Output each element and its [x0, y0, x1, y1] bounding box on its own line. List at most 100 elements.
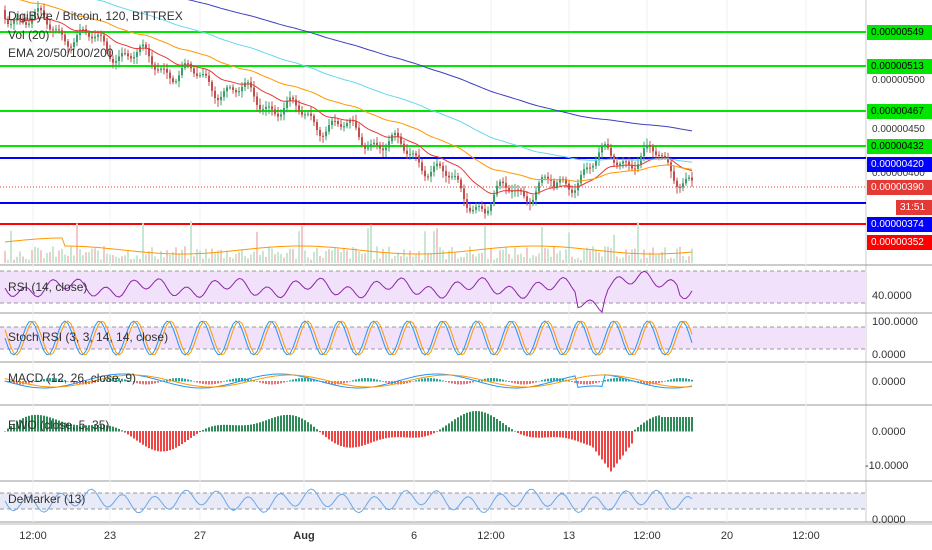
ewo-label[interactable]: EWO (close, 5, 35) [8, 418, 110, 432]
volume-bar [532, 255, 534, 263]
candle-body [337, 121, 339, 125]
rsi-line [4, 270, 693, 314]
candle-body [211, 81, 213, 91]
candle-body [334, 120, 336, 122]
macd-histogram-bar [469, 381, 471, 384]
volume-bar [244, 255, 246, 263]
ewo-bar [61, 421, 63, 432]
macd-histogram-bar [226, 380, 228, 382]
volume-bar [166, 250, 168, 263]
ewo-bar [40, 415, 42, 432]
ewo-bar [73, 424, 75, 432]
macd-histogram-bar [235, 378, 237, 382]
macd-histogram-bar [61, 379, 63, 382]
macd-histogram-bar [586, 381, 588, 385]
macd-histogram-bar [655, 381, 657, 384]
volume-bar [472, 254, 474, 263]
candle-body [181, 67, 183, 76]
macd-histogram-bar [436, 378, 438, 382]
volume-indicator-label[interactable]: Vol (20) [8, 28, 50, 42]
ewo-bar [295, 416, 297, 432]
price-tick: 0.00000500 [872, 75, 925, 86]
ewo-bar [64, 422, 66, 432]
ewo-bar [223, 424, 225, 432]
rsi-label[interactable]: RSI (14, close) [8, 280, 88, 294]
candle-body [163, 68, 165, 70]
ewo-bar [616, 431, 618, 464]
ewo-bar [70, 424, 72, 432]
stoch-k-line [4, 320, 693, 356]
volume-bar [334, 248, 336, 263]
price-tag-549: 0.00000549 [867, 25, 932, 40]
ewo-bar [217, 425, 219, 432]
ewo-bar [103, 424, 105, 432]
candle-body [643, 148, 645, 157]
ewo-bar [58, 420, 60, 432]
volume-bar [115, 256, 117, 263]
macd-histogram-bar [535, 381, 537, 383]
demarker-band [0, 493, 866, 509]
ema-indicator-label[interactable]: EMA 20/50/100/200 [8, 46, 114, 60]
candle-body [466, 199, 468, 208]
volume-bar [310, 259, 312, 263]
macd-histogram-bar [37, 380, 39, 382]
macd-histogram-bar [373, 378, 375, 382]
candle-body [223, 91, 225, 97]
ewo-bar [403, 431, 405, 438]
candle-body [400, 136, 402, 144]
macd-histogram-bar [310, 378, 312, 382]
stoch-rsi-label[interactable]: Stoch RSI (3, 3, 14, 14, close) [8, 330, 169, 344]
macd-histogram-bar [529, 381, 531, 384]
macd-histogram-bar [247, 378, 249, 382]
candle-body [61, 30, 63, 35]
candle-body [214, 90, 216, 99]
volume-bar [583, 250, 585, 263]
macd-label[interactable]: MACD (12, 26, close, 9) [8, 371, 137, 385]
candle-body [289, 97, 291, 102]
volume-bar [523, 256, 525, 263]
candle-body [646, 144, 648, 149]
ewo-bar [361, 431, 363, 446]
symbol-title: DigiByte / Bitcoin, 120, BITTREX [8, 9, 183, 23]
ewo-bar [43, 415, 45, 432]
volume-bar [538, 253, 540, 263]
volume-bar [454, 252, 456, 263]
ewo-bar [256, 423, 258, 432]
candle-body [661, 155, 663, 157]
candle-body [427, 176, 429, 178]
ewo-bar [157, 431, 159, 452]
ewo-bar [526, 431, 528, 437]
ewo-bar [619, 431, 621, 460]
volume-bar [661, 251, 663, 263]
volume-bar [19, 251, 21, 263]
candle-body [631, 164, 633, 169]
demarker-line [4, 488, 693, 514]
volume-bar [223, 258, 225, 263]
candle-body [307, 113, 309, 115]
macd-histogram-bar [295, 378, 297, 382]
ewo-bar [691, 417, 693, 432]
volume-bar [22, 256, 24, 263]
ewo-bar [514, 430, 516, 432]
volume-bar [385, 253, 387, 263]
volume-bar [691, 248, 693, 263]
ewo-bar [676, 417, 678, 432]
volume-bar [640, 258, 642, 263]
candle-body [295, 99, 297, 106]
macd-histogram-bar [328, 381, 330, 384]
demarker-label[interactable]: DeMarker (13) [8, 492, 86, 506]
volume-bar [475, 256, 477, 263]
ewo-bar [541, 431, 543, 438]
ewo-bar [49, 417, 51, 432]
volume-bar [241, 249, 243, 263]
ewo-bar [202, 429, 204, 432]
volume-bar [559, 250, 561, 263]
macd-histogram-bar [187, 379, 189, 382]
volume-bar [217, 250, 219, 263]
candle-body [487, 210, 489, 214]
volume-bar [154, 256, 156, 263]
price-tag-432: 0.00000432 [867, 139, 932, 154]
candle-body [523, 191, 525, 197]
